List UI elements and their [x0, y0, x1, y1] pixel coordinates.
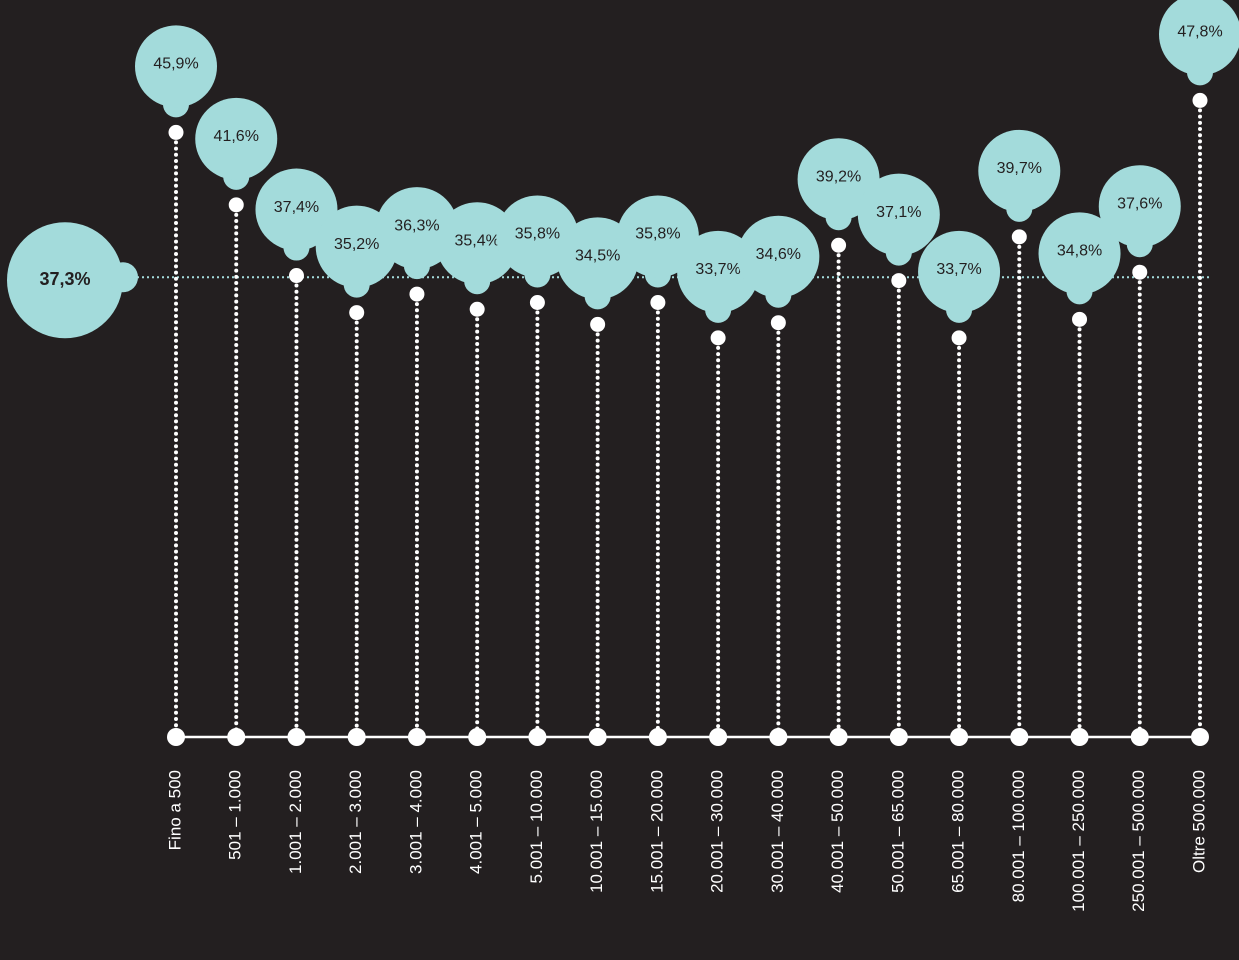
base-dot	[709, 728, 728, 746]
value-label: 35,4%	[454, 232, 499, 249]
dot	[1132, 264, 1148, 280]
bubble	[1098, 165, 1181, 248]
x-tick-label: 15.001 – 20.000	[647, 770, 666, 893]
value-label: 47,8%	[1177, 24, 1222, 41]
base-dot	[889, 728, 908, 746]
value-label: 33,7%	[936, 261, 981, 278]
dot	[1011, 229, 1027, 245]
value-label: 39,2%	[816, 168, 861, 185]
dot	[1072, 311, 1088, 327]
x-tick-label: 100.001 – 250.000	[1069, 770, 1088, 912]
base-dot	[1010, 728, 1029, 746]
dot	[409, 286, 425, 302]
value-label: 33,7%	[695, 261, 740, 278]
bubble	[436, 202, 519, 285]
x-tick-label: 20.001 – 30.000	[708, 770, 727, 893]
dot	[469, 301, 485, 317]
value-label: 39,7%	[997, 160, 1042, 177]
x-tick-label: 30.001 – 40.000	[768, 770, 787, 893]
reference-drip	[108, 262, 138, 293]
value-label: 34,8%	[1057, 243, 1102, 260]
bubble	[857, 173, 940, 256]
dot	[891, 273, 907, 289]
value-label: 37,1%	[876, 204, 921, 221]
base-dot	[769, 728, 788, 746]
value-label: 34,6%	[756, 246, 801, 263]
base-dot	[468, 728, 487, 746]
dot	[770, 315, 786, 331]
value-label: 45,9%	[153, 56, 198, 73]
dot	[529, 295, 545, 311]
x-tick-label: 50.001 – 65.000	[888, 770, 907, 893]
x-tick-label: 501 – 1.000	[226, 770, 245, 860]
dot	[831, 237, 847, 253]
x-tick-label: 65.001 – 80.000	[949, 770, 968, 893]
base-dot	[829, 728, 848, 746]
x-tick-label: Fino a 500	[165, 770, 184, 850]
bubble	[255, 168, 338, 251]
dot	[168, 124, 184, 140]
base-dot	[407, 728, 426, 746]
reference-bubble	[7, 222, 123, 339]
value-label: 35,8%	[635, 226, 680, 243]
base-dot	[167, 728, 185, 746]
base-dot	[347, 728, 366, 746]
dot	[650, 295, 666, 311]
bubble	[1159, 0, 1239, 76]
bubble	[918, 230, 1001, 313]
dot	[228, 197, 244, 213]
value-label: 35,8%	[515, 226, 560, 243]
bubble	[195, 97, 278, 180]
x-tick-label: 5.001 – 10.000	[527, 770, 546, 883]
reference-label: 37,3%	[39, 269, 90, 289]
x-tick-label: Oltre 500.000	[1189, 770, 1208, 873]
base-dot	[528, 728, 547, 746]
bubble	[797, 138, 880, 221]
dot	[288, 268, 304, 284]
dot	[349, 305, 365, 321]
value-label: 41,6%	[214, 128, 259, 145]
bubble	[1038, 212, 1121, 295]
dot	[710, 330, 726, 346]
base-dot	[227, 728, 246, 746]
value-label: 36,3%	[394, 217, 439, 234]
base-dot	[1130, 728, 1149, 746]
base-dot	[1191, 728, 1209, 746]
value-label: 35,2%	[334, 236, 379, 253]
x-tick-label: 2.001 – 3.000	[346, 770, 365, 874]
x-tick-label: 4.001 – 5.000	[467, 770, 486, 874]
bubble	[978, 129, 1061, 212]
dot	[590, 316, 606, 332]
value-label: 37,6%	[1117, 195, 1162, 212]
bubble	[616, 195, 699, 278]
x-tick-label: 10.001 – 15.000	[587, 770, 606, 893]
base-dot	[588, 728, 607, 746]
x-tick-label: 250.001 – 500.000	[1129, 770, 1148, 912]
value-label: 34,5%	[575, 248, 620, 265]
base-dot	[950, 728, 969, 746]
x-tick-label: 1.001 – 2.000	[286, 770, 305, 874]
bubble	[135, 25, 217, 108]
dot	[951, 330, 967, 346]
base-dot	[1070, 728, 1089, 746]
value-label: 37,4%	[274, 199, 319, 216]
x-tick-label: 40.001 – 50.000	[828, 770, 847, 893]
base-dot	[287, 728, 306, 746]
x-tick-label: 80.001 – 100.000	[1009, 770, 1028, 902]
bubble	[737, 215, 820, 298]
x-tick-label: 3.001 – 4.000	[406, 770, 425, 874]
base-dot	[648, 728, 667, 746]
dot	[1192, 92, 1208, 108]
